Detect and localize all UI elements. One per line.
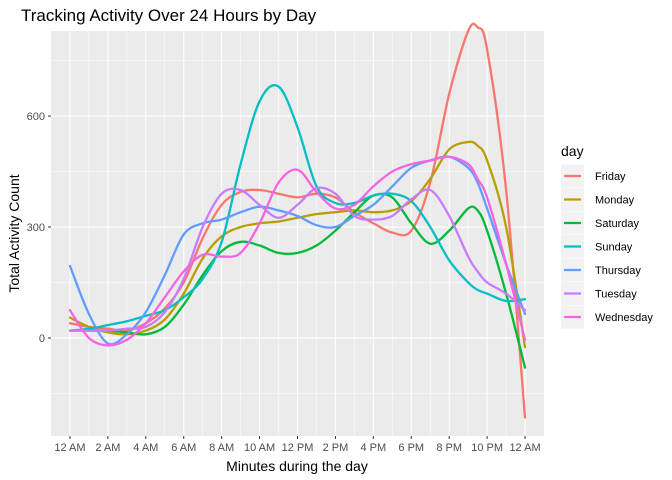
legend-label-tuesday: Tuesday xyxy=(595,289,637,301)
x-axis-title: Minutes during the day xyxy=(226,458,368,474)
series-lines xyxy=(68,22,527,419)
x-tick-label: 6 PM xyxy=(398,442,424,454)
legend-label-saturday: Saturday xyxy=(595,218,640,230)
x-tick-label: 12 AM xyxy=(509,442,540,454)
y-tick-label: 600 xyxy=(27,111,45,123)
legend-label-monday: Monday xyxy=(595,195,635,207)
x-axis: 12 AM 2 AM 4 AM 6 AM 8 AM 10 AM 12 PM 2 PM 4 PM 6… xyxy=(54,436,541,454)
legend-label-thursday: Thursday xyxy=(595,265,641,277)
series-line-monday xyxy=(68,140,527,349)
y-axis-title: Total Activity Count xyxy=(6,174,22,292)
series-line-sunday xyxy=(68,84,527,332)
series-line-saturday xyxy=(68,192,527,369)
chart-title: Tracking Activity Over 24 Hours by Day xyxy=(21,6,317,25)
y-axis: 0 300 600 xyxy=(27,111,51,345)
series-line-wednesday xyxy=(68,155,527,347)
x-tick-label: 12 AM xyxy=(54,442,85,454)
y-tick-label: 0 xyxy=(39,333,45,345)
y-tick-label: 300 xyxy=(27,222,45,234)
x-tick-label: 4 AM xyxy=(133,442,158,454)
legend-label-sunday: Sunday xyxy=(595,242,633,254)
x-tick-label: 12 PM xyxy=(282,442,314,454)
x-tick-label: 8 PM xyxy=(436,442,462,454)
x-tick-label: 8 AM xyxy=(209,442,234,454)
x-tick-label: 2 AM xyxy=(95,442,120,454)
legend-label-wednesday: Wednesday xyxy=(595,312,653,324)
series-line-thursday xyxy=(68,155,527,346)
legend: day Friday Monday Saturday Sunday Thursday Tu… xyxy=(561,143,653,329)
series-line-tuesday xyxy=(68,186,527,332)
x-tick-label: 4 PM xyxy=(361,442,387,454)
legend-label-friday: Friday xyxy=(595,171,626,183)
x-tick-label: 10 PM xyxy=(471,442,503,454)
x-tick-label: 10 AM xyxy=(244,442,275,454)
legend-title: day xyxy=(561,143,584,159)
x-tick-label: 2 PM xyxy=(323,442,349,454)
x-tick-label: 6 AM xyxy=(171,442,196,454)
